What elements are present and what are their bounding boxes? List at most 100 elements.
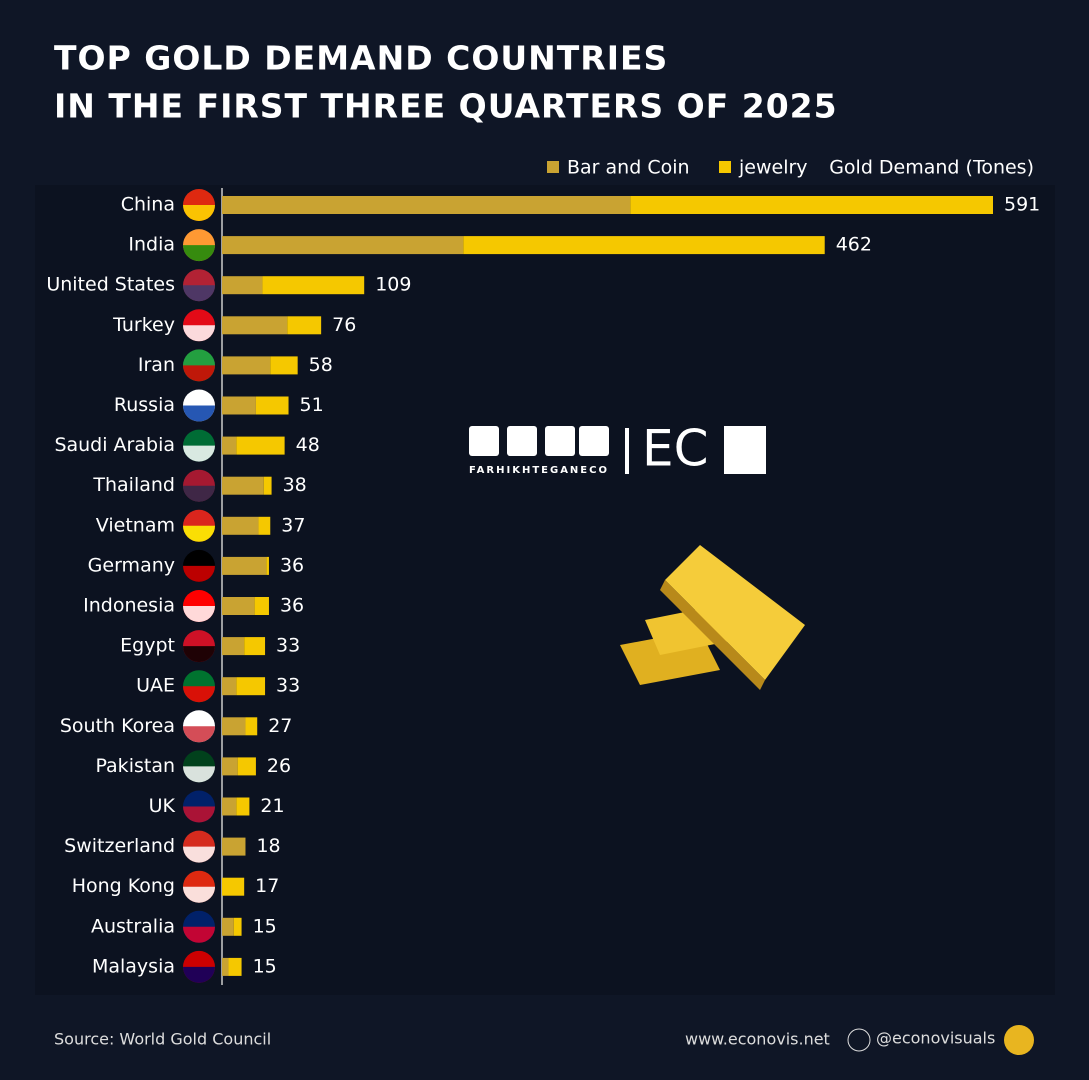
icon (724, 426, 766, 474)
watermark-mark: EC (642, 420, 709, 478)
ev-logo (1004, 1025, 1034, 1055)
bar-segment (222, 356, 271, 375)
category-label: Turkey (112, 314, 175, 336)
icon (507, 426, 537, 456)
category-label: India (128, 234, 175, 256)
category-label: Thailand (92, 474, 175, 496)
flag (183, 525, 215, 542)
total-label: 26 (267, 755, 291, 777)
bar-segment (222, 837, 246, 856)
category-label: Hong Kong (72, 875, 175, 897)
website: www.econovis.net (685, 1030, 830, 1049)
legend-swatch (719, 161, 731, 173)
total-label: 109 (375, 274, 411, 296)
total-label: 33 (276, 635, 300, 657)
total-label: 37 (281, 514, 305, 536)
flag (183, 686, 215, 703)
total-label: 462 (836, 234, 872, 256)
category-label: Malaysia (92, 955, 175, 977)
flag (183, 806, 215, 823)
divider (625, 428, 629, 474)
category-label: Egypt (120, 635, 175, 657)
category-label: Iran (138, 354, 175, 376)
total-label: 17 (255, 875, 279, 897)
bar-segment (222, 597, 255, 615)
bar-segment (222, 396, 256, 415)
bar-segment (222, 717, 246, 736)
category-label: Pakistan (95, 755, 175, 777)
category-label: Switzerland (64, 835, 175, 857)
flag (183, 966, 215, 983)
bar-segment (222, 196, 631, 214)
legend-swatch (547, 161, 559, 173)
flag (183, 886, 215, 903)
bar-segment (270, 356, 298, 375)
category-label: Vietnam (96, 514, 175, 536)
total-label: 591 (1004, 194, 1040, 216)
bar-segment (630, 196, 993, 214)
bar-segment (222, 637, 245, 656)
category-label: Germany (88, 554, 175, 576)
x-icon (847, 1028, 871, 1052)
category-label: Indonesia (83, 595, 175, 617)
flag (183, 285, 215, 302)
icon (545, 426, 575, 456)
bar-segment (245, 717, 258, 736)
flag (183, 926, 215, 943)
bar-segment (233, 917, 242, 936)
bar-segment (254, 597, 269, 615)
bar-segment (222, 757, 238, 776)
bar-segment (262, 276, 365, 295)
category-label: UK (149, 795, 176, 817)
icon (469, 426, 499, 456)
total-label: 18 (256, 835, 280, 857)
bar-segment (263, 476, 272, 495)
gold-illustration (620, 545, 805, 690)
bar-segment (222, 236, 464, 255)
bar-segment (222, 556, 267, 575)
flag (183, 606, 215, 622)
bar-segment (222, 516, 259, 535)
watermark: FARHIKHTEGANECO EC (469, 420, 766, 478)
axis-label: Gold Demand (Tones) (829, 157, 1034, 179)
flag (183, 726, 215, 743)
plot-panel (35, 185, 1055, 995)
total-label: 36 (280, 595, 304, 617)
handle: @econovisuals (876, 1029, 995, 1048)
total-label: 15 (253, 955, 277, 977)
total-label: 48 (296, 434, 320, 456)
category-label: Saudi Arabia (54, 434, 175, 456)
bar-segment (287, 316, 322, 335)
bar-segment (222, 276, 263, 295)
flag (183, 565, 215, 582)
chart-title: IN THE FIRST THREE QUARTERS OF 2025 (54, 87, 838, 126)
total-label: 76 (332, 314, 356, 336)
category-label: United States (46, 274, 175, 296)
flag (183, 405, 215, 422)
bar-segment (244, 637, 266, 656)
category-label: Russia (114, 394, 175, 416)
bar-segment (236, 436, 285, 455)
source: Source: World Gold Council (54, 1030, 271, 1049)
bar-segment (228, 957, 242, 976)
flag (183, 445, 215, 462)
total-label: 15 (253, 915, 277, 937)
flag (183, 766, 215, 783)
category-label: UAE (136, 675, 175, 697)
total-label: 51 (300, 394, 324, 416)
flag (183, 646, 215, 663)
bar-segment (222, 917, 234, 936)
total-label: 38 (283, 474, 307, 496)
flag (183, 485, 215, 502)
total-label: 33 (276, 675, 300, 697)
bar-segment (222, 677, 237, 696)
bar-segment (255, 396, 289, 415)
bar-segment (222, 797, 237, 816)
flag (183, 245, 215, 262)
bar-segment (222, 436, 237, 455)
bar-segment (258, 516, 271, 535)
category-label: China (121, 194, 175, 216)
total-label: 58 (309, 354, 333, 376)
bar-segment (222, 877, 245, 896)
